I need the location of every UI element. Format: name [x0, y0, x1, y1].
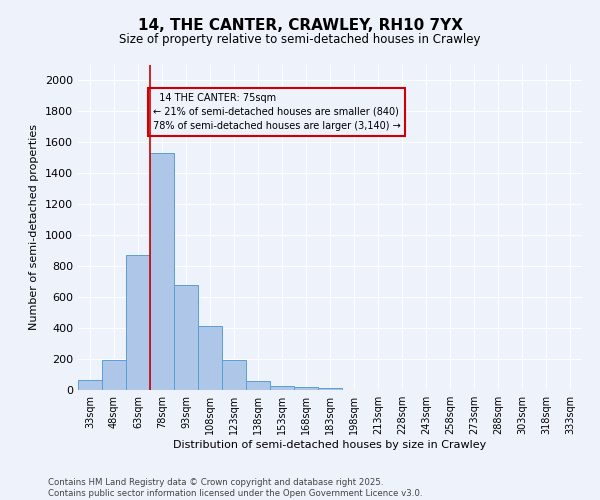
- Text: Size of property relative to semi-detached houses in Crawley: Size of property relative to semi-detach…: [119, 32, 481, 46]
- Text: 14, THE CANTER, CRAWLEY, RH10 7YX: 14, THE CANTER, CRAWLEY, RH10 7YX: [137, 18, 463, 32]
- Bar: [270, 386, 294, 390]
- Bar: [222, 360, 246, 390]
- Bar: [174, 285, 198, 390]
- X-axis label: Distribution of semi-detached houses by size in Crawley: Distribution of semi-detached houses by …: [173, 440, 487, 450]
- Bar: [294, 387, 318, 390]
- Text: 14 THE CANTER: 75sqm
← 21% of semi-detached houses are smaller (840)
78% of semi: 14 THE CANTER: 75sqm ← 21% of semi-detac…: [153, 93, 401, 131]
- Bar: [198, 326, 222, 390]
- Text: Contains HM Land Registry data © Crown copyright and database right 2025.
Contai: Contains HM Land Registry data © Crown c…: [48, 478, 422, 498]
- Bar: [318, 388, 342, 390]
- Bar: [102, 360, 126, 390]
- Bar: [78, 380, 102, 390]
- Y-axis label: Number of semi-detached properties: Number of semi-detached properties: [29, 124, 40, 330]
- Bar: [246, 382, 270, 390]
- Bar: [150, 153, 174, 390]
- Bar: [126, 256, 150, 390]
